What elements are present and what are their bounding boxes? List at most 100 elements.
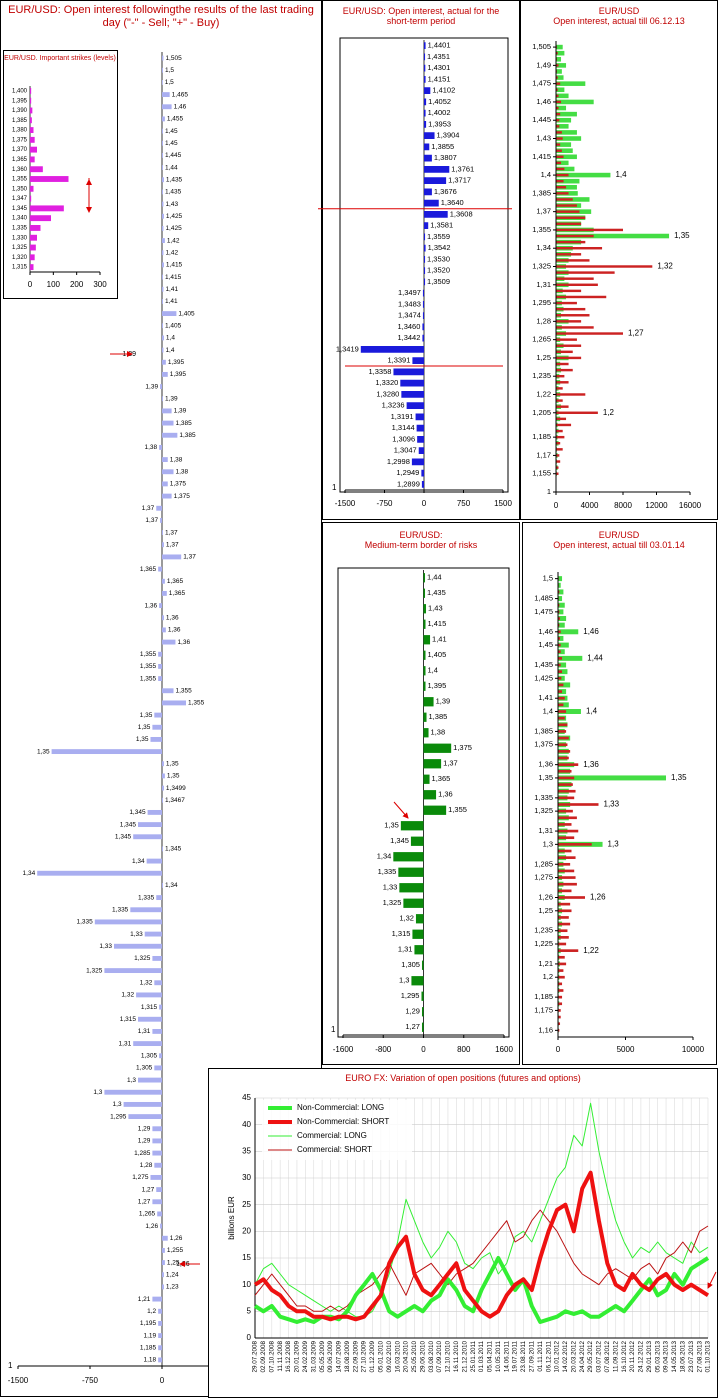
y-tick-label: 1 bbox=[547, 487, 551, 496]
bar bbox=[162, 773, 165, 779]
x-tick-label: 1500 bbox=[494, 499, 512, 508]
x-tick-label: 0 bbox=[556, 1045, 561, 1054]
bar bbox=[556, 173, 569, 177]
category-label: 1,4102 bbox=[432, 86, 455, 95]
bar bbox=[154, 712, 162, 718]
y-tick-label: 1,4 bbox=[543, 706, 553, 715]
series-line bbox=[253, 1170, 710, 1322]
x-tick-label: 0 bbox=[160, 1376, 165, 1385]
bar bbox=[154, 1065, 162, 1071]
bar bbox=[424, 278, 426, 286]
category-label: 1,38 bbox=[144, 444, 157, 451]
category-label: 1,37 bbox=[145, 517, 158, 524]
x-tick-label: 20.01.2009 bbox=[294, 1341, 301, 1373]
bar bbox=[423, 759, 442, 769]
x-tick-label: 01.10.2013 bbox=[705, 1341, 712, 1373]
y-tick-label: 1,22 bbox=[536, 389, 551, 398]
category-label: 1,415 bbox=[428, 619, 447, 628]
legend-label: Commercial: SHORT bbox=[297, 1145, 372, 1154]
category-label: 1,405 bbox=[428, 650, 447, 659]
bar bbox=[104, 1089, 162, 1095]
x-tick-label: 05.05.2009 bbox=[319, 1341, 326, 1373]
bar bbox=[424, 98, 427, 106]
category-label: 1,315 bbox=[120, 1016, 137, 1023]
y-tick-label: 1,235 bbox=[532, 371, 551, 380]
y-tick-label: 1,25 bbox=[538, 906, 553, 915]
bar bbox=[558, 836, 575, 840]
bar bbox=[556, 216, 586, 219]
legend-label: Commercial: LONG bbox=[297, 1131, 367, 1140]
bar bbox=[556, 277, 594, 280]
category-label: 1,415 bbox=[166, 262, 183, 269]
category-label: 1,255 bbox=[167, 1247, 184, 1254]
bar bbox=[558, 657, 563, 660]
bar bbox=[558, 829, 579, 833]
bar bbox=[558, 982, 563, 986]
bar bbox=[162, 335, 164, 341]
x-tick-label: 07.10.2008 bbox=[268, 1341, 275, 1373]
bar bbox=[423, 728, 429, 738]
bar bbox=[558, 756, 569, 760]
bar bbox=[556, 466, 559, 469]
bar bbox=[556, 64, 559, 67]
bar bbox=[30, 166, 43, 173]
bar bbox=[558, 663, 561, 667]
category-label: 1,3953 bbox=[428, 119, 451, 128]
bar bbox=[423, 666, 426, 676]
x-tick-label: 25.01.2011 bbox=[470, 1341, 477, 1373]
y-tick-label: 1,3 bbox=[543, 839, 553, 848]
bar bbox=[423, 604, 427, 614]
y-tick-label: 1,385 bbox=[534, 726, 553, 735]
y-tick-label: 1,34 bbox=[536, 243, 551, 252]
bar bbox=[556, 186, 567, 189]
y-tick-label: 1,355 bbox=[532, 225, 551, 234]
bar bbox=[556, 106, 559, 110]
bar bbox=[556, 172, 611, 178]
bar bbox=[556, 51, 558, 55]
bar bbox=[162, 79, 163, 85]
bar bbox=[556, 344, 582, 347]
annotation: 1,35 bbox=[674, 231, 690, 240]
bar bbox=[424, 267, 426, 274]
bar bbox=[162, 140, 163, 146]
x-tick-label: 16.11.2010 bbox=[453, 1341, 460, 1373]
y-tick-label: 1,175 bbox=[534, 1005, 553, 1014]
category-label: 1,4301 bbox=[427, 63, 450, 72]
x-tick-label: 16.10.2012 bbox=[621, 1341, 628, 1373]
x-tick-label: 20.03.2012 bbox=[570, 1341, 577, 1373]
bar bbox=[156, 895, 162, 901]
bar bbox=[30, 176, 69, 182]
bar bbox=[558, 637, 561, 640]
bar bbox=[556, 56, 562, 62]
y-tick-label: 1,28 bbox=[536, 316, 551, 325]
bar bbox=[556, 50, 565, 56]
bar bbox=[558, 889, 572, 893]
annotation: 1,46 bbox=[583, 627, 599, 636]
bar bbox=[30, 117, 32, 124]
category-label: 1,315 bbox=[392, 929, 411, 938]
category-label: 1,34 bbox=[165, 882, 178, 889]
bar bbox=[558, 710, 567, 713]
category-label: 1,37 bbox=[183, 554, 196, 561]
bar bbox=[360, 346, 424, 353]
bar bbox=[152, 1126, 162, 1132]
category-label: 1,4351 bbox=[427, 52, 450, 61]
x-tick-label: 800 bbox=[457, 1045, 471, 1054]
bar bbox=[556, 338, 577, 341]
bar bbox=[558, 690, 563, 693]
bar bbox=[558, 882, 577, 886]
bar bbox=[556, 76, 558, 79]
category-label: 1,3761 bbox=[451, 164, 474, 173]
bar bbox=[422, 289, 424, 297]
category-label: 1,3419 bbox=[336, 344, 359, 353]
category-label: 1,345 bbox=[12, 206, 28, 212]
chart-title: EURO FX: Variation of open positions (fu… bbox=[345, 1073, 581, 1083]
y-tick-label: 25 bbox=[242, 1200, 251, 1209]
bar bbox=[162, 1272, 164, 1278]
bar bbox=[556, 429, 563, 433]
bar bbox=[558, 635, 564, 641]
category-label: 1,455 bbox=[167, 116, 184, 123]
bar bbox=[556, 210, 580, 213]
bar bbox=[30, 185, 34, 192]
